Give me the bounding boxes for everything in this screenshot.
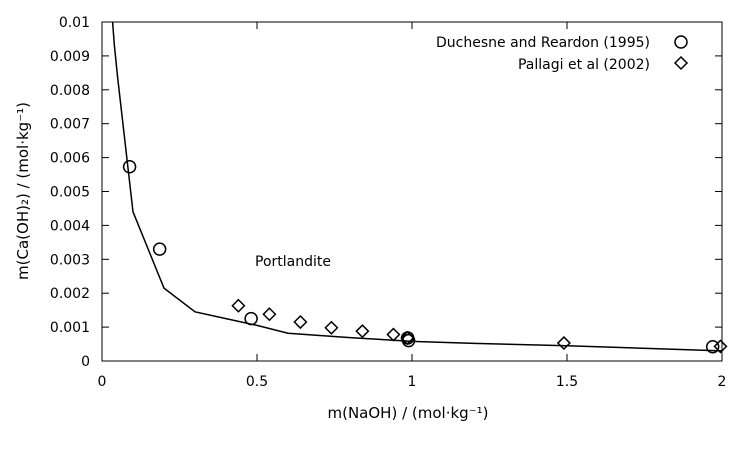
legend: Duchesne and Reardon (1995) Pallagi et a… bbox=[436, 35, 689, 73]
labels: m(NaOH) / (mol·kg⁻¹) m(Ca(OH)₂) / (mol·k… bbox=[14, 102, 488, 422]
y-tick-label: 0.007 bbox=[50, 117, 90, 133]
pallagi-data-point bbox=[400, 330, 415, 346]
annotation-portlandite: Portlandite bbox=[255, 254, 331, 270]
x-tick-label: 0.5 bbox=[246, 374, 268, 390]
pallagi-data-point bbox=[556, 335, 571, 351]
x-tick-label: 1 bbox=[408, 374, 417, 390]
x-tick-label: 2 bbox=[718, 374, 727, 390]
x-axis-label: m(NaOH) / (mol·kg⁻¹) bbox=[328, 404, 489, 422]
legend-marker-duchesne bbox=[674, 35, 688, 49]
duchesne-data-point bbox=[122, 160, 137, 174]
x-tick-label: 0 bbox=[98, 374, 107, 390]
pallagi-data-point bbox=[355, 324, 370, 339]
legend-label-pallagi: Pallagi et al (2002) bbox=[518, 57, 650, 73]
y-tick-label: 0.003 bbox=[50, 252, 90, 268]
x-tick-label: 1.5 bbox=[556, 374, 578, 390]
duchesne-data-point bbox=[705, 340, 720, 354]
y-tick-label: 0.008 bbox=[50, 83, 90, 99]
y-tick-label: 0.005 bbox=[50, 185, 90, 201]
legend-marker-pallagi bbox=[673, 55, 689, 71]
y-tick-label: 0.002 bbox=[50, 286, 90, 302]
duchesne-data-point bbox=[244, 311, 258, 326]
pallagi-data-point bbox=[231, 298, 246, 313]
pallagi-data-point bbox=[324, 320, 339, 335]
pallagi-data-point bbox=[262, 307, 277, 322]
legend-label-duchesne: Duchesne and Reardon (1995) bbox=[436, 35, 650, 51]
y-tick-label: 0 bbox=[81, 354, 90, 370]
y-tick-label: 0.001 bbox=[50, 320, 90, 336]
pallagi-data-point bbox=[293, 314, 308, 330]
y-tick-label: 0.01 bbox=[59, 15, 90, 31]
pallagi-data-point bbox=[713, 339, 728, 354]
plot-area bbox=[111, 22, 728, 354]
y-tick-label: 0.006 bbox=[50, 151, 90, 167]
pallagi-data-point bbox=[386, 327, 401, 342]
y-axis-label: m(Ca(OH)₂) / (mol·kg⁻¹) bbox=[14, 102, 32, 280]
duchesne-data-point bbox=[401, 333, 416, 348]
y-tick-label: 0.009 bbox=[50, 49, 90, 65]
portlandite-solubility-line bbox=[111, 22, 722, 352]
y-tick-label: 0.004 bbox=[50, 218, 90, 234]
axes: 0 0.5 1 1.5 2 0 0.001 0.002 0.003 0.004 0.005 0.006… bbox=[50, 15, 727, 390]
duchesne-data-point bbox=[152, 242, 167, 256]
